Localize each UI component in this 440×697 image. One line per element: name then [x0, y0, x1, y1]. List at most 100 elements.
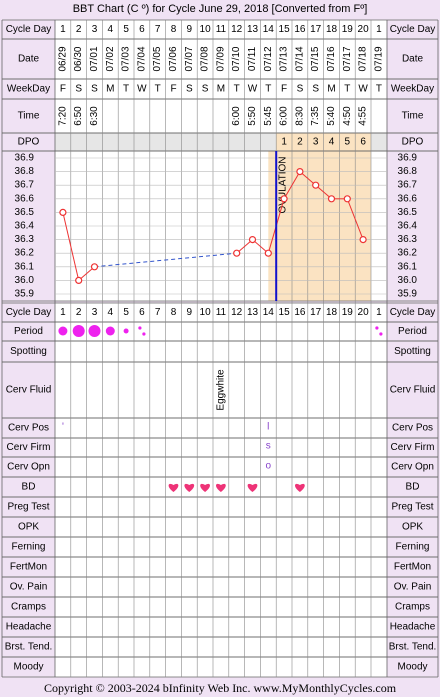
cycle-day-cell: 11	[216, 307, 227, 318]
y-tick-label-right: 36.9	[398, 153, 418, 164]
row-label-cell	[387, 637, 438, 657]
row-label-cell	[2, 477, 55, 497]
cerv-pos-mark: l	[267, 422, 269, 433]
row-label-cell	[387, 322, 438, 341]
date-cell: 07/12	[263, 46, 274, 71]
row-label-cell	[2, 322, 55, 341]
temp-point	[343, 195, 351, 203]
date-cell: 07/14	[294, 46, 305, 71]
weekday-cell: T	[376, 84, 382, 95]
row-label-cell	[387, 99, 438, 133]
row-label-bd: BD	[406, 482, 420, 493]
period-spot	[375, 326, 379, 330]
row-label-cell	[2, 517, 55, 537]
y-tick-label-right: 35.9	[398, 289, 418, 300]
cycle-day-cell: 1	[376, 24, 382, 35]
cycle-day-cell: 9	[187, 24, 193, 35]
row-label-cell	[2, 537, 55, 557]
date-cell: 07/04	[136, 46, 147, 71]
row-label-cell	[2, 438, 55, 457]
time-cell: 5:40	[326, 106, 337, 126]
period-dot	[123, 328, 129, 334]
period-dot	[88, 325, 101, 337]
bd-heart-icon	[184, 483, 195, 492]
row-label-cell	[2, 597, 55, 617]
date-cell: 06/29	[57, 46, 68, 71]
row-label-cell	[387, 657, 438, 677]
row-label-cell	[387, 537, 438, 557]
y-tick-label-left: 36.0	[15, 275, 35, 286]
cycle-day-cell: 5	[123, 24, 129, 35]
cycle-day-cell: 17	[310, 307, 322, 318]
row-label-headache: Headache	[390, 622, 436, 633]
cycle-day-cell: 14	[263, 307, 275, 318]
cycle-day-cell: 1	[60, 307, 66, 318]
dpo-cell: 1	[281, 137, 287, 148]
bd-heart-icon	[168, 483, 179, 492]
time-cell: 6:30	[89, 106, 100, 126]
row-label-ferning: Ferning	[12, 542, 46, 553]
cycle-day-cell: 4	[108, 24, 114, 35]
row-label-cell	[387, 20, 438, 39]
row-label-cell	[387, 438, 438, 457]
row-label-date: Date	[402, 54, 424, 65]
row-label-cycle-day: Cycle Day	[6, 307, 52, 318]
row-label-bd: BD	[22, 482, 36, 493]
row-cells	[55, 303, 387, 322]
weekday-cell: W	[248, 84, 258, 95]
time-cell: 6:00	[231, 106, 242, 126]
cycle-day-cell: 18	[326, 24, 338, 35]
row-label-moody: Moody	[13, 662, 43, 673]
date-cell: 07/06	[168, 46, 179, 71]
row-cells	[55, 557, 387, 577]
row-label-date: Date	[18, 54, 40, 65]
temp-point	[296, 168, 304, 176]
weekday-cell: T	[344, 84, 350, 95]
cycle-day-cell: 13	[247, 24, 259, 35]
date-cell: 07/11	[247, 46, 258, 71]
bd-heart-icon	[295, 483, 305, 492]
cycle-day-cell: 13	[247, 307, 259, 318]
y-tick-label-right: 36.8	[398, 166, 418, 177]
cerv-fluid-cell: Eggwhite	[215, 369, 226, 411]
temp-point	[327, 195, 336, 203]
row-cells	[55, 79, 387, 99]
row-label-cell	[2, 617, 55, 637]
temp-point	[75, 276, 83, 284]
date-cell: 07/09	[215, 46, 226, 71]
bd-heart-icon	[200, 483, 210, 492]
row-label-preg-test: Preg Test	[391, 502, 433, 513]
row-label-cell	[2, 341, 55, 362]
time-cell: 4:55	[358, 106, 369, 126]
period-dot	[58, 326, 68, 336]
row-label-cell	[2, 657, 55, 677]
temp-point	[59, 208, 67, 216]
y-tick-label-left: 36.6	[15, 193, 35, 204]
y-tick-label-left: 36.3	[15, 234, 35, 245]
row-label-ov-pain: Ov. Pain	[394, 582, 432, 593]
row-label-cerv-firm: Cerv Firm	[391, 442, 435, 453]
row-label-cerv-opn: Cerv Opn	[391, 462, 434, 473]
temp-point	[264, 249, 272, 257]
row-label-cell	[387, 133, 438, 151]
row-label-cell	[2, 577, 55, 597]
date-cell: 07/05	[152, 46, 163, 71]
y-tick-label-right: 36.6	[398, 193, 418, 204]
row-label-cell	[2, 133, 55, 151]
row-label-cell	[387, 457, 438, 477]
row-label-weekday: WeekDay	[391, 84, 434, 95]
cycle-day-cell: 9	[187, 307, 193, 318]
cycle-day-cell: 3	[92, 307, 98, 318]
ovulation-label: OVULATION	[278, 156, 289, 213]
time-cell: 5:45	[263, 106, 274, 126]
time-cell: 8:30	[294, 106, 305, 126]
row-label-cerv-opn: Cerv Opn	[7, 462, 50, 473]
dpo-cell: 2	[297, 137, 303, 148]
row-label-opk: OPK	[18, 522, 39, 533]
row-label-time: Time	[18, 111, 40, 122]
row-label-cell	[387, 597, 438, 617]
row-cells	[55, 497, 387, 517]
time-cell: 6:50	[73, 106, 84, 126]
row-label-cramps: Cramps	[11, 602, 46, 613]
